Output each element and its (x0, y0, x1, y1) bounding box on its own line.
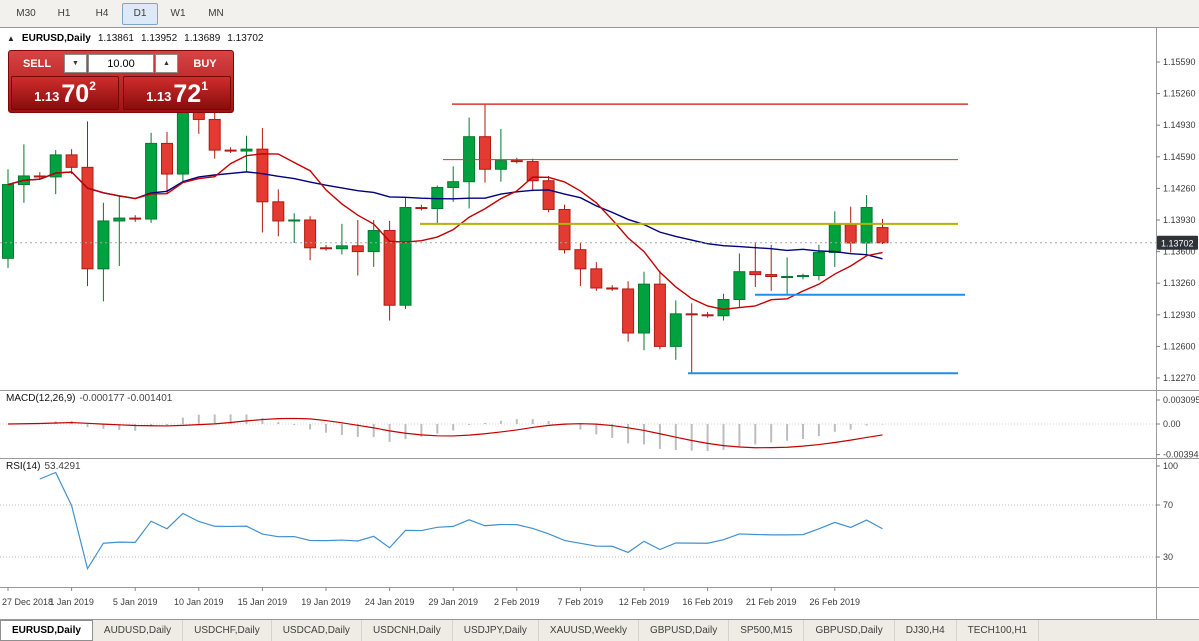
macd-indicator-label: MACD(12,26,9) -0.000177 -0.001401 (6, 393, 172, 404)
date-axis-label: 5 Jan 2019 (113, 597, 158, 607)
macd-signal-line (7, 417, 883, 449)
price-axis-label: 1.13600 (1163, 247, 1196, 257)
date-axis-label: 12 Feb 2019 (619, 597, 670, 607)
timeframe-button-m30[interactable]: M30 (16, 8, 36, 19)
buy-price-big: 72 (173, 79, 202, 108)
macd-name: MACD(12,26,9) (6, 393, 76, 404)
chart-tab-usdcad-daily[interactable]: USDCAD,Daily (272, 620, 362, 641)
timeframe-button-mn[interactable]: MN (208, 8, 224, 19)
chevron-down-icon: ▼ (72, 60, 79, 67)
price-axis-label: 1.13260 (1163, 278, 1196, 288)
rsi-value: 53.4291 (44, 461, 81, 472)
buy-price-button[interactable]: 1.13 72 1 (123, 76, 231, 110)
chart-region: 1.15590 1.15260 1.14930 1.14590 1.14260 1.139… (0, 28, 1199, 619)
chart-tab-gbpusd-daily[interactable]: GBPUSD,Daily (639, 620, 730, 641)
price-axis-label: 1.15260 (1163, 89, 1196, 99)
buy-price-base: 1.13 (146, 89, 172, 104)
ohlc-low: 1.13689 (184, 33, 221, 44)
candlestick-series[interactable] (2, 50, 889, 374)
chart-tab-xauusd-weekly[interactable]: XAUUSD,Weekly (539, 620, 639, 641)
sell-price-base: 1.13 (34, 89, 60, 104)
chart-tab-tech100-h1[interactable]: TECH100,H1 (957, 620, 1040, 641)
macd-axis-label: 0.003095 (1163, 395, 1199, 405)
price-axis-label: 1.14590 (1163, 152, 1196, 162)
ohlc-open: 1.13861 (97, 33, 134, 44)
date-axis-label: 19 Jan 2019 (301, 597, 351, 607)
sell-price-big: 70 (61, 79, 90, 108)
date-axis-label: 7 Feb 2019 (558, 597, 604, 607)
moving-average-line-9 (7, 153, 883, 311)
chart-canvas[interactable]: 1.15590 1.15260 1.14930 1.14590 1.14260 1.139… (0, 28, 1199, 619)
macd-histogram (22, 414, 884, 451)
chart-tab-usdchf-daily[interactable]: USDCHF,Daily (183, 620, 272, 641)
date-axis-label: 1 Jan 2019 (49, 597, 94, 607)
sell-button[interactable]: SELL (22, 57, 52, 70)
buy-price-sup: 1 (201, 79, 208, 93)
price-axis-label: 1.12930 (1163, 310, 1196, 320)
rsi-axis-label: 100 (1163, 461, 1178, 471)
price-axis-label: 1.12270 (1163, 373, 1196, 383)
macd-values: -0.000177 -0.001401 (79, 393, 173, 404)
timeframe-button-h1[interactable]: H1 (57, 8, 71, 19)
date-axis-label: 29 Jan 2019 (428, 597, 478, 607)
macd-axis-label: 0.00 (1163, 419, 1181, 429)
rsi-line (39, 471, 883, 571)
chart-tab-dj30-h4[interactable]: DJ30,H4 (895, 620, 957, 641)
rsi-axis-label: 30 (1163, 552, 1173, 562)
buy-button[interactable]: BUY (193, 57, 217, 70)
price-axis-label: 1.14930 (1163, 120, 1196, 130)
timeframe-button-w1[interactable]: W1 (170, 8, 186, 19)
ohlc-high: 1.13952 (140, 33, 178, 44)
price-axis-label: 1.14260 (1163, 183, 1196, 193)
sell-price-button[interactable]: 1.13 70 2 (11, 76, 119, 110)
bid-price-badge (1157, 235, 1198, 250)
date-axis-label: 10 Jan 2019 (174, 597, 224, 607)
chart-title: ▲ EURUSD,Daily 1.13861 1.13952 1.13689 1… (7, 33, 263, 44)
chevron-up-icon: ▲ (163, 60, 170, 67)
chart-tab-eurusd-daily[interactable]: EURUSD,Daily (0, 620, 93, 641)
ohlc-close: 1.13702 (227, 33, 264, 44)
chart-tab-audusd-daily[interactable]: AUDUSD,Daily (93, 620, 184, 641)
chart-tab-usdjpy-daily[interactable]: USDJPY,Daily (453, 620, 539, 641)
volume-increase-button[interactable]: ▲ (155, 54, 178, 73)
timeframe-button-h4[interactable]: H4 (95, 8, 109, 19)
chart-symbol-label: EURUSD,Daily (21, 33, 91, 44)
timeframe-button-d1[interactable]: D1 (122, 2, 158, 25)
chart-tab-usdcnh-daily[interactable]: USDCNH,Daily (362, 620, 453, 641)
date-axis-label: 24 Jan 2019 (365, 597, 415, 607)
volume-decrease-button[interactable]: ▼ (64, 54, 87, 73)
date-axis-label: 21 Feb 2019 (746, 597, 797, 607)
moving-average-line-26 (7, 171, 883, 260)
date-axis-label: 16 Feb 2019 (682, 597, 733, 607)
sell-price-sup: 2 (89, 79, 96, 93)
rsi-axis-label: 70 (1163, 500, 1173, 510)
chart-tab-sp500-m15[interactable]: SP500,M15 (729, 620, 805, 641)
rsi-indicator-label: RSI(14) 53.4291 (6, 461, 81, 472)
one-click-trading-panel: SELL ▼ ▲ BUY 1.13 70 2 1.13 72 (8, 50, 234, 113)
date-axis-label: 15 Jan 2019 (238, 597, 288, 607)
date-axis-label: 2 Feb 2019 (494, 597, 540, 607)
timeframe-toolbar: M30 H1 H4 D1 W1 MN (0, 0, 1199, 28)
volume-input[interactable] (88, 54, 154, 73)
price-axis-label: 1.15590 (1163, 57, 1196, 67)
price-axis-label: 1.12600 (1163, 341, 1196, 351)
date-axis-label: 26 Feb 2019 (810, 597, 861, 607)
date-axis-label: 27 Dec 2018 (2, 597, 53, 607)
chart-tab-bar: EURUSD,Daily AUDUSD,Daily USDCHF,Daily USDC… (0, 619, 1199, 641)
macd-axis-label: -0.003947 (1163, 450, 1199, 460)
chart-icon: ▲ (7, 34, 15, 43)
price-axis-label: 1.13930 (1163, 215, 1196, 225)
chart-tab-gbpusd-daily[interactable]: GBPUSD,Daily (804, 620, 895, 641)
rsi-name: RSI(14) (6, 461, 41, 472)
bid-price-badge-label: 1.13702 (1161, 238, 1194, 248)
